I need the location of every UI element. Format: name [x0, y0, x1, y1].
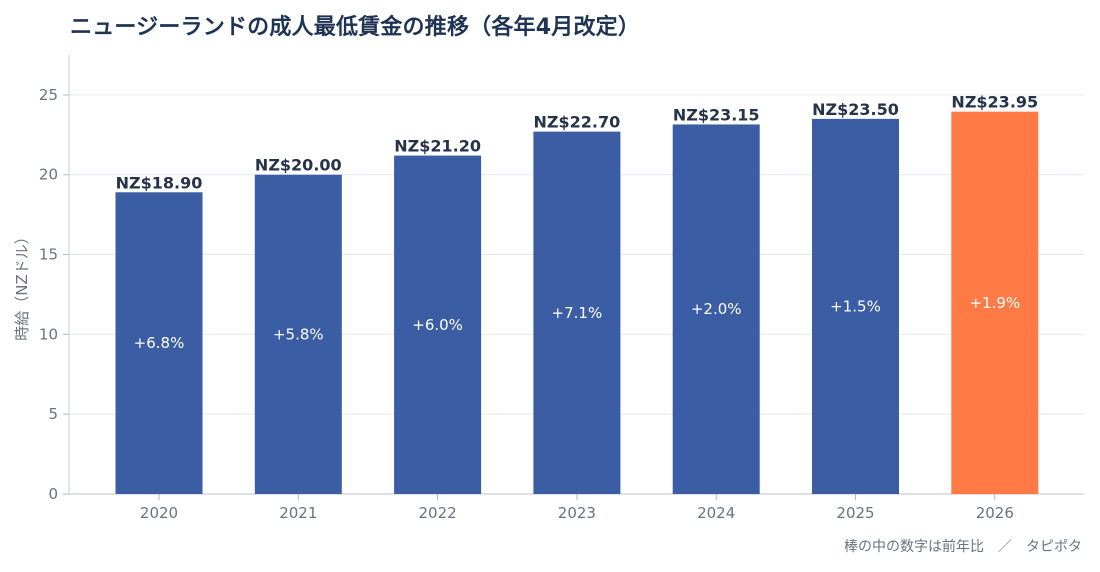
- growth-label-2024: +2.0%: [691, 300, 742, 318]
- y-tick-label: 0: [48, 485, 58, 503]
- y-tick-label: 25: [39, 86, 58, 104]
- y-tick-label: 5: [48, 405, 58, 423]
- growth-label-2021: +5.8%: [273, 325, 324, 343]
- x-tick-label: 2020: [140, 504, 178, 522]
- bar-2023: [533, 131, 621, 494]
- x-tick-label: 2023: [558, 504, 596, 522]
- value-label-2025: NZ$23.50: [812, 100, 899, 119]
- bar-2020: [115, 192, 203, 494]
- x-tick-label: 2025: [836, 504, 874, 522]
- bars: [115, 111, 1039, 495]
- y-tick-label: 20: [39, 166, 58, 184]
- bar-2022: [394, 155, 482, 494]
- value-label-2022: NZ$21.20: [394, 137, 481, 156]
- y-tick-label: 10: [39, 325, 58, 343]
- y-tick-label: 15: [39, 246, 58, 264]
- growth-label-2026: +1.9%: [969, 294, 1020, 312]
- y-axis-label: 時給（NZドル）: [13, 229, 31, 341]
- chart-title: ニュージーランドの成人最低賃金の推移（各年4月改定）: [70, 15, 641, 40]
- value-label-2021: NZ$20.00: [255, 156, 342, 175]
- footnote: 棒の中の数字は前年比 ／ タピポタ: [844, 539, 1082, 555]
- value-label-2026: NZ$23.95: [951, 93, 1038, 112]
- x-tick-label: 2021: [279, 504, 317, 522]
- bar-2024: [672, 124, 760, 494]
- bar-2025: [812, 118, 899, 494]
- growth-label-2025: +1.5%: [830, 297, 881, 315]
- x-tick-label: 2026: [976, 504, 1014, 522]
- data-labels: NZ$18.90 +6.8% NZ$20.00 +5.8% NZ$21.20 +6.0% N…: [116, 93, 1039, 352]
- x-tick-label: 2024: [697, 504, 735, 522]
- bar-2026: [951, 111, 1039, 495]
- bar-2021: [254, 174, 342, 494]
- growth-label-2020: +6.8%: [134, 334, 185, 352]
- value-label-2020: NZ$18.90: [116, 173, 203, 192]
- x-tick-label: 2022: [419, 504, 457, 522]
- value-label-2024: NZ$23.15: [673, 105, 760, 124]
- value-label-2023: NZ$22.70: [534, 113, 621, 132]
- growth-label-2023: +7.1%: [552, 304, 603, 322]
- growth-label-2022: +6.0%: [412, 316, 463, 334]
